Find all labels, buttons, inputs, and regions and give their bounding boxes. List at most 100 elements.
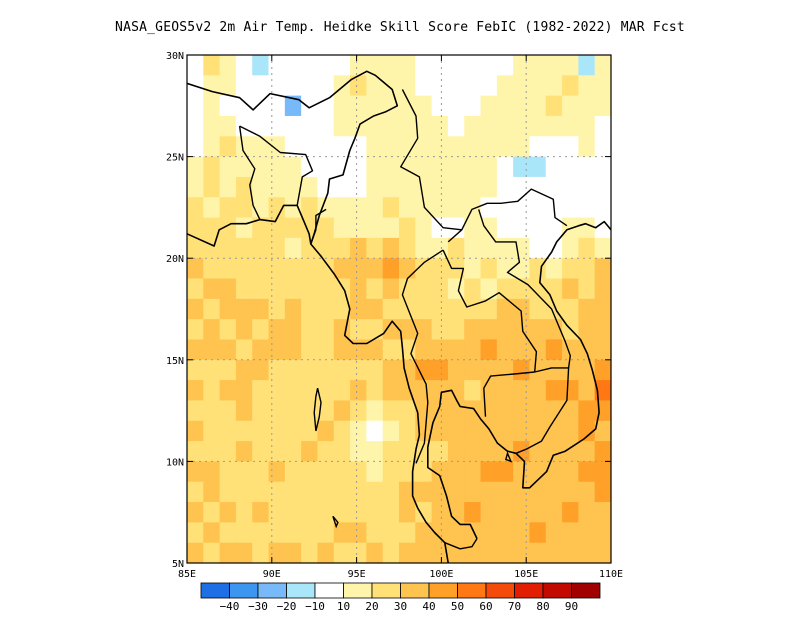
field-cell [464, 75, 482, 97]
field-cell [415, 156, 433, 178]
field-cell [268, 156, 286, 178]
field-cell [480, 237, 498, 259]
field-cell [415, 258, 433, 280]
field-cell [431, 75, 449, 97]
field-cell [480, 522, 498, 544]
y-tick-label: 20N [166, 254, 184, 265]
country-border [401, 249, 444, 464]
colorbar-label: −20 [277, 600, 297, 613]
map-gridlines [187, 55, 611, 563]
field-cell [415, 136, 433, 158]
field-cell [447, 176, 465, 198]
field-cell [284, 217, 302, 239]
field-cell [464, 115, 482, 137]
field-cell [187, 156, 204, 178]
field-cell [219, 217, 237, 239]
field-cell [317, 237, 335, 259]
field-cell [317, 55, 335, 76]
field-cell [219, 115, 237, 137]
field-cell [399, 502, 416, 523]
field-cell [219, 258, 237, 280]
field-cell [284, 420, 302, 442]
field-cell [203, 176, 221, 198]
field-cell [284, 461, 302, 483]
field-cell [301, 95, 319, 117]
field-cell [529, 339, 547, 361]
field-cell [284, 95, 302, 117]
field-cell [578, 237, 596, 259]
field-cell [235, 298, 253, 320]
field-cell [268, 115, 286, 137]
field-cell [350, 481, 367, 503]
field-cell [333, 237, 351, 259]
field-cell [333, 176, 351, 198]
field-cell [317, 420, 335, 442]
field-cell [268, 298, 286, 320]
field-cell [529, 441, 547, 462]
field-cell [301, 136, 319, 158]
field-cell [513, 380, 531, 402]
field-cell [496, 319, 514, 341]
field-cell [350, 542, 367, 563]
field-cell [513, 420, 531, 442]
field-cell [447, 217, 465, 239]
field-cell [350, 502, 367, 523]
field-cell [284, 319, 302, 341]
field-cell [268, 237, 286, 259]
field-cell [464, 441, 482, 462]
field-cell [529, 400, 547, 422]
field-cell [496, 75, 514, 97]
field-cell [382, 441, 400, 462]
field-cell [268, 339, 286, 361]
field-cell [317, 461, 335, 483]
field-cell [513, 400, 531, 422]
field-cell [284, 115, 302, 137]
field-cell [366, 217, 384, 239]
field-cell [513, 502, 531, 523]
colorbar-swatch [343, 582, 373, 599]
y-tick-label: 25N [166, 153, 184, 164]
field-cell [578, 156, 596, 178]
field-cell [235, 461, 253, 483]
field-cell [496, 278, 514, 300]
field-cell [480, 461, 498, 483]
country-border [461, 188, 568, 231]
field-cell [578, 197, 596, 219]
field-cell [333, 75, 351, 97]
field-cell [317, 441, 335, 462]
field-cell [447, 278, 465, 300]
field-cell [219, 319, 237, 341]
field-cell [317, 197, 335, 219]
map-title: NASA_GEOS5v2 2m Air Temp. Heidke Skill S… [115, 20, 685, 35]
field-cell [545, 278, 563, 300]
colorbar-swatch [371, 582, 401, 599]
field-cell [284, 441, 302, 462]
field-cell [545, 176, 563, 198]
field-cell [219, 400, 237, 422]
field-cell [562, 481, 579, 503]
field-cell [301, 481, 319, 503]
field-cell [447, 339, 465, 361]
field-cell [235, 319, 253, 341]
field-cell [480, 298, 498, 320]
field-cell [562, 441, 579, 462]
field-cell [578, 298, 596, 320]
field-cell [301, 502, 319, 523]
field-cell [187, 339, 204, 361]
field-cell [415, 461, 433, 483]
colorbar-swatch [485, 582, 515, 599]
field-cell [268, 136, 286, 158]
colorbar-swatch [400, 582, 430, 599]
x-tick-label: 85E [178, 569, 196, 580]
field-cell [317, 359, 335, 381]
field-cell [235, 380, 253, 402]
field-cell [187, 380, 204, 402]
field-cell [301, 278, 319, 300]
field-cell [513, 461, 531, 483]
field-cell [382, 380, 400, 402]
field-cell [415, 339, 433, 361]
field-cell [399, 319, 416, 341]
field-cell [187, 461, 204, 483]
field-cell [480, 542, 498, 563]
